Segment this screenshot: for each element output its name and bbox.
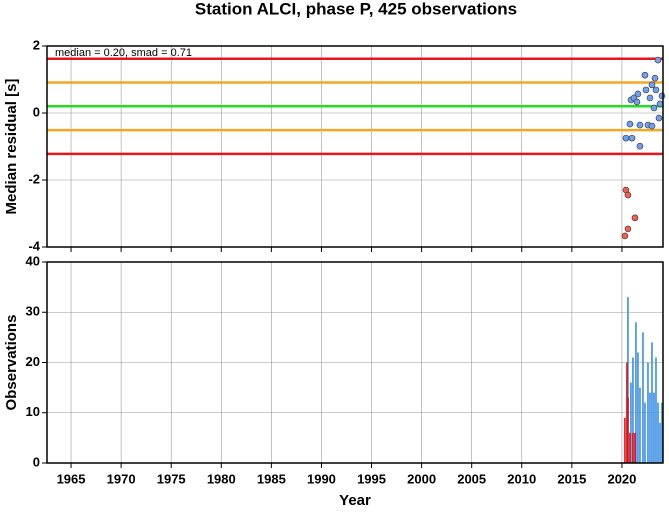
chart-title: Station ALCI, phase P, 425 observations [195,0,517,18]
bar [632,432,634,463]
y-tick-label: 0 [33,104,40,119]
bar [647,362,649,463]
x-tick-label: 2010 [507,471,536,486]
point [626,120,634,128]
x-tick-label: 2005 [457,471,486,486]
plot-frame [46,261,664,464]
y-tick-label: 10 [26,404,40,419]
x-tick-label: 1965 [57,471,86,486]
bar [632,357,634,463]
bar [635,322,637,463]
point [636,121,644,129]
bar [649,392,651,463]
y-tick-label: 40 [26,253,40,268]
bar [661,402,663,463]
x-tick-label: 1980 [207,471,236,486]
bar [626,362,628,463]
bar [642,332,644,463]
x-tick-label: 1990 [307,471,336,486]
bar [634,432,636,463]
x-tick-label: 1995 [357,471,386,486]
bar [653,392,655,463]
y-tick-label: 30 [26,304,40,319]
y-tick-label: 0 [33,454,40,469]
x-tick-label: 2020 [607,471,636,486]
point [656,100,664,108]
x-tick-label: 1975 [157,471,186,486]
point [642,86,650,94]
bar [627,397,629,463]
y-tick-label: -4 [28,238,40,253]
y-axis-label: Observations [3,315,20,411]
bar [657,402,659,463]
point [622,134,630,142]
plot-frame [46,45,664,248]
bar [630,382,632,463]
x-tick-label: 1970 [107,471,136,486]
point [624,225,632,233]
bar [624,417,626,463]
point [655,114,663,122]
point [633,98,641,106]
y-axis-label: Median residual [s] [3,79,20,215]
point [634,90,642,98]
point [641,71,649,79]
point [624,191,632,199]
bar [629,432,631,463]
x-tick-label: 2015 [557,471,586,486]
point [651,74,659,82]
x-tick-label: 2000 [407,471,436,486]
point [621,232,629,240]
point [631,214,639,222]
point [648,81,656,89]
point [652,86,660,94]
y-tick-label: 20 [26,354,40,369]
x-axis-label: Year [339,492,371,509]
point [658,92,666,100]
point [650,104,658,112]
bar [655,357,657,463]
point [648,122,656,130]
y-tick-label: -2 [28,171,40,186]
point [646,94,654,102]
annotation: median = 0.20, smad = 0.71 [55,47,192,59]
y-tick-label: 2 [33,37,40,52]
x-tick-label: 1985 [257,471,286,486]
point [654,56,662,64]
point [636,142,644,150]
bar [627,297,629,463]
bar [637,352,639,463]
point [628,134,636,142]
bar [659,422,661,463]
bar [644,402,646,463]
bar [651,342,653,463]
bar [639,387,641,463]
